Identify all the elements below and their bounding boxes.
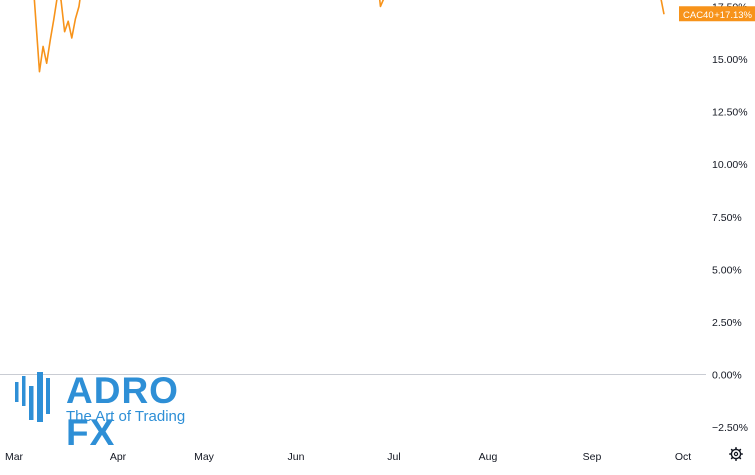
series-tags: DAX+23.42%CAC40+17.13% xyxy=(679,6,755,22)
x-tick-label: May xyxy=(194,451,215,463)
y-tick-label: −2.50% xyxy=(712,422,748,434)
gear-icon[interactable] xyxy=(729,447,743,461)
cac40-line xyxy=(33,0,665,73)
x-tick-label: Aug xyxy=(479,451,498,463)
cac40-series xyxy=(33,0,665,73)
x-tick-label: Sep xyxy=(583,451,602,463)
logo-bars-icon xyxy=(15,372,50,422)
y-tick-label: 10.00% xyxy=(712,159,748,171)
cac40-tag-bg xyxy=(679,6,755,22)
y-tick-label: 5.00% xyxy=(712,264,742,276)
y-tick-label: 2.50% xyxy=(712,317,742,329)
cac40-tag-value: +17.13% xyxy=(714,10,752,21)
y-tick-label: 15.00% xyxy=(712,54,748,66)
y-axis[interactable]: 35.00%32.50%30.00%27.50%25.00%22.50%20.0… xyxy=(712,0,748,475)
y-tick-label: 0.00% xyxy=(712,370,742,382)
logo-name: ADRO FX xyxy=(66,370,179,453)
x-tick-label: Apr xyxy=(110,451,127,463)
cac40-tag-label: CAC40 xyxy=(683,10,714,21)
x-tick-label: Mar xyxy=(5,451,24,463)
logo-tagline: The Art of Trading xyxy=(66,408,186,425)
x-tick-label: Jun xyxy=(288,451,305,463)
y-tick-label: 12.50% xyxy=(712,107,748,119)
x-axis[interactable]: Mar Apr May Jun Jul Aug Sep Oct xyxy=(5,451,691,463)
x-tick-label: Oct xyxy=(675,451,691,463)
x-tick-label: Jul xyxy=(387,451,400,463)
brand-logo: ADRO FX The Art of Trading xyxy=(14,370,214,453)
cac40-tag: CAC40 +17.13% xyxy=(679,6,755,22)
y-tick-label: 7.50% xyxy=(712,212,742,224)
